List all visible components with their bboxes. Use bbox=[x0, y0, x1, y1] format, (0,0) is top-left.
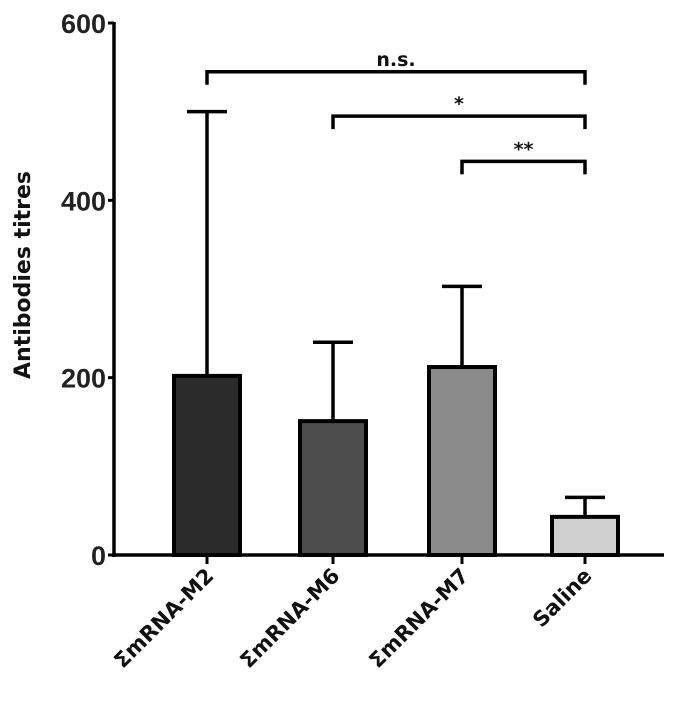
y-tick-label: 400 bbox=[61, 186, 106, 216]
significance-label: n.s. bbox=[376, 49, 415, 71]
y-tick-label: 0 bbox=[91, 541, 106, 571]
bar-1 bbox=[298, 419, 368, 558]
x-tick-label: ΣmRNA-M2 bbox=[109, 564, 218, 673]
bar-0 bbox=[172, 373, 242, 558]
bar-2 bbox=[427, 365, 497, 557]
significance-bracket bbox=[331, 114, 587, 130]
significance-label: ** bbox=[514, 138, 534, 160]
significance-bracket bbox=[205, 70, 587, 85]
x-tick-label: Saline bbox=[528, 564, 597, 633]
bar-3 bbox=[550, 514, 620, 558]
x-tick-label: ΣmRNA-M7 bbox=[364, 564, 473, 673]
y-axis-label: Antibodies titres bbox=[11, 171, 36, 379]
y-tick-label: 200 bbox=[61, 364, 106, 394]
significance-label: * bbox=[454, 93, 464, 115]
x-tick-label: ΣmRNA-M6 bbox=[235, 564, 344, 673]
significance-bracket bbox=[460, 159, 587, 175]
y-tick-label: 600 bbox=[61, 9, 106, 39]
